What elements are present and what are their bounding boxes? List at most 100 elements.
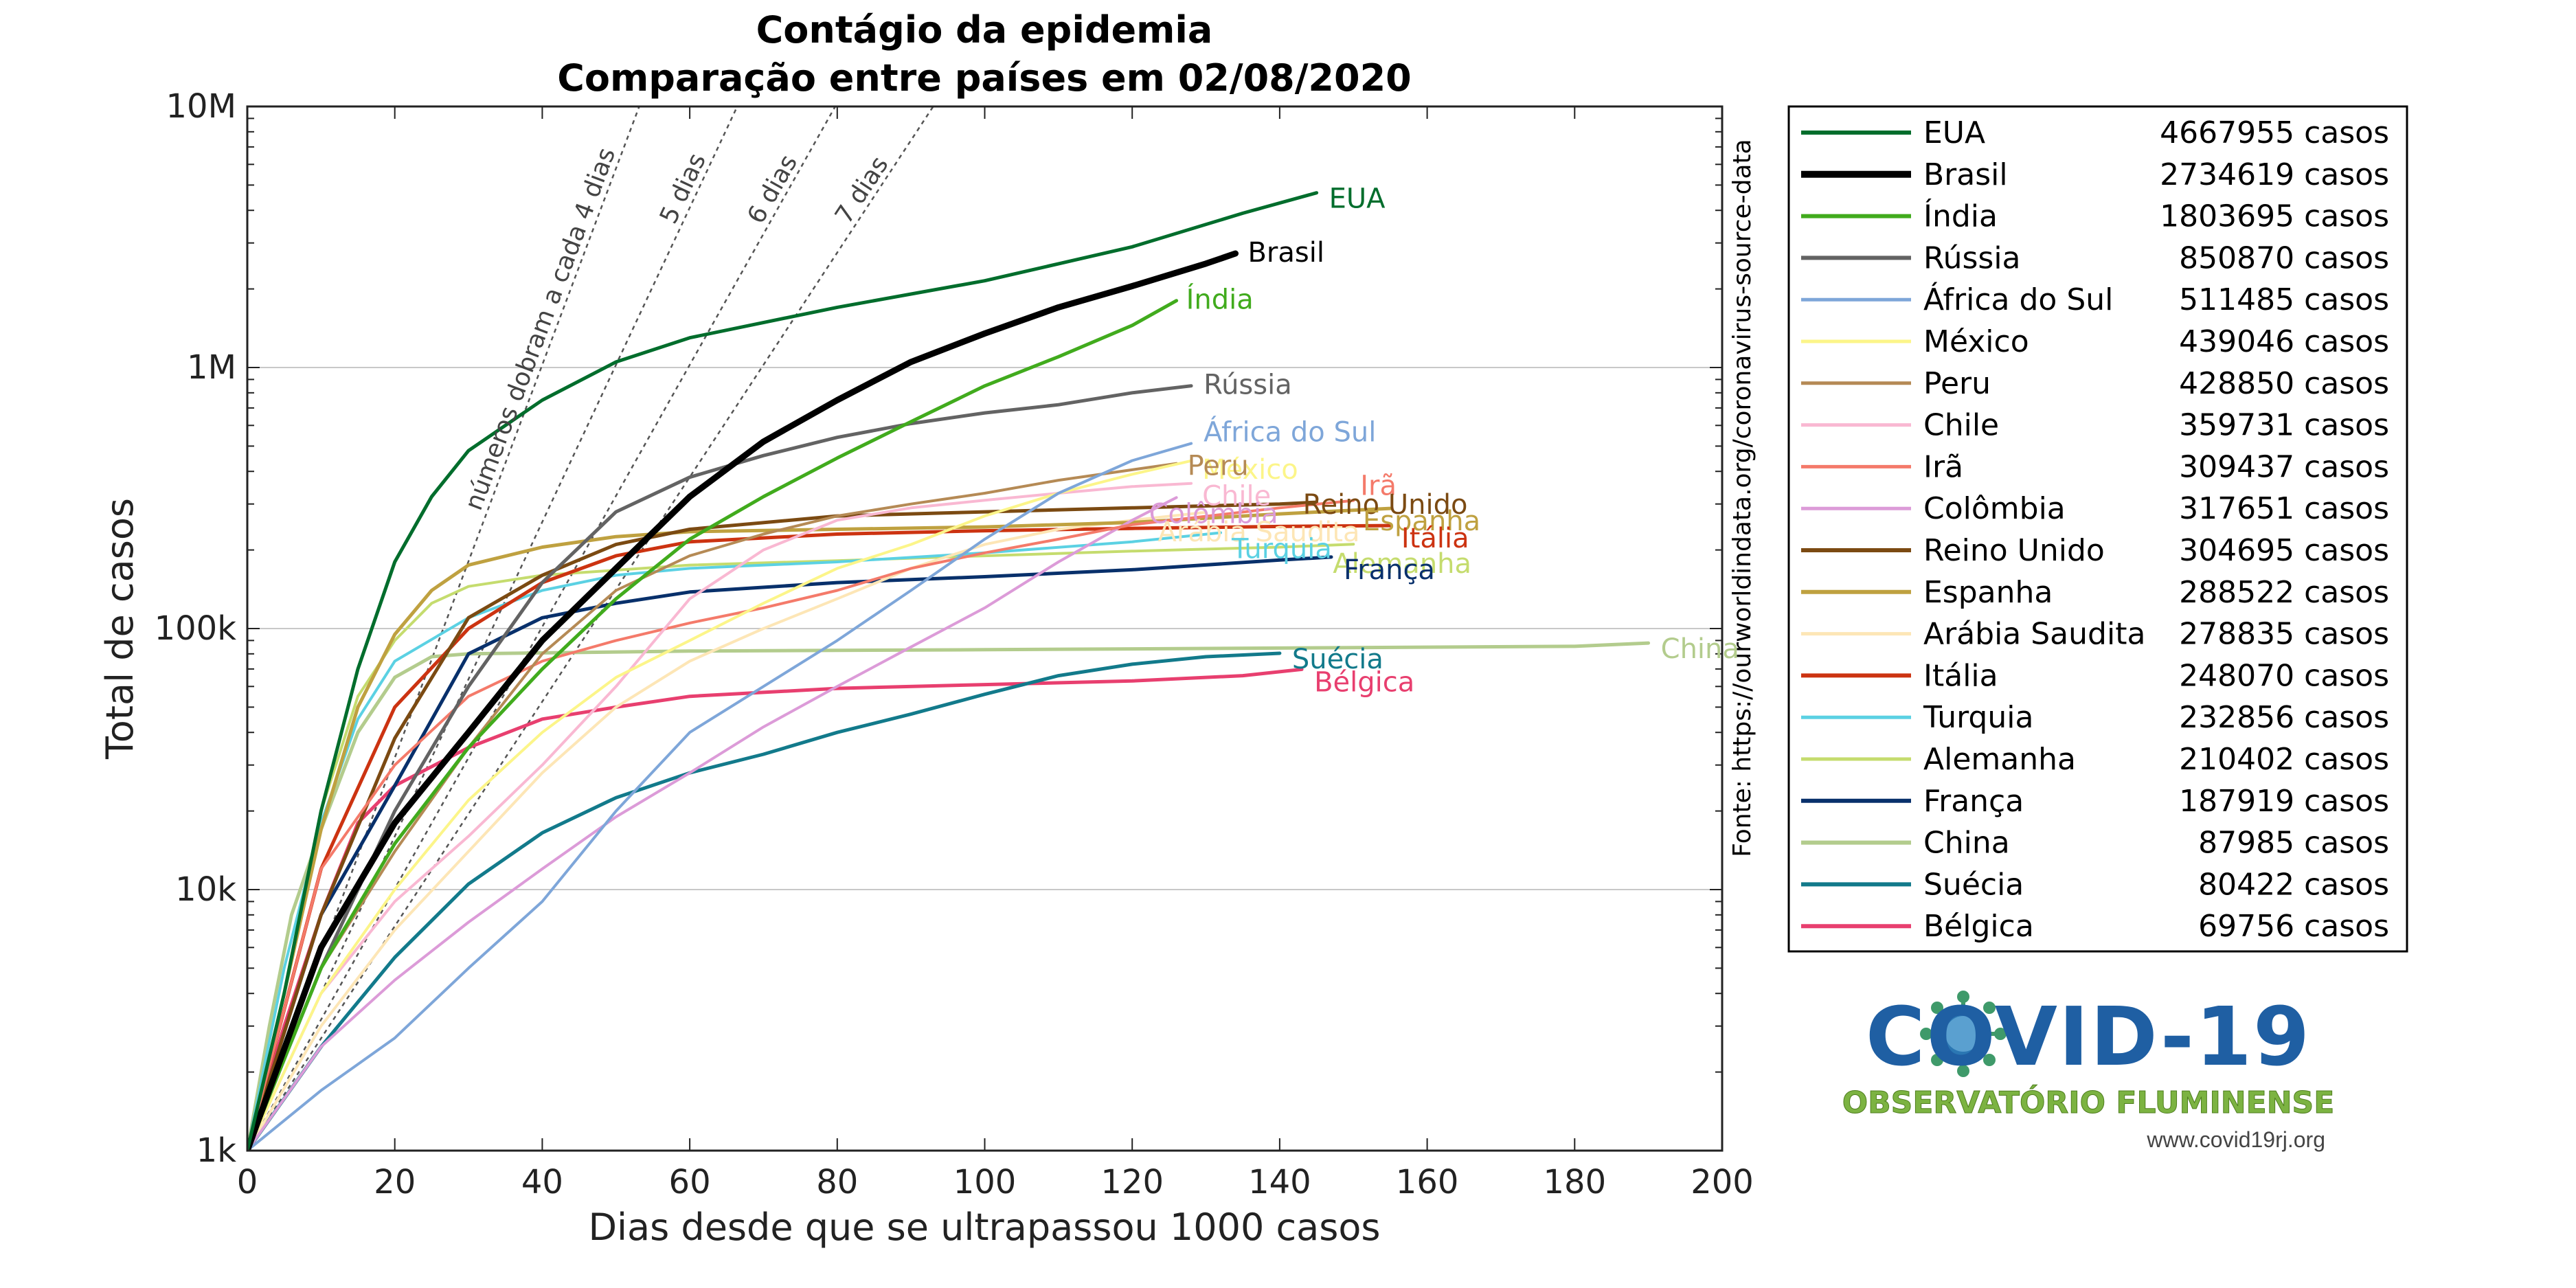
legend-value: 232856 casos (2179, 700, 2389, 735)
series-end-label-ar-bia-saudita: Arábia Saudita (1158, 517, 1360, 548)
legend-label: Peru (1923, 366, 1991, 401)
legend-label: Colômbia (1923, 491, 2066, 526)
legend-value: 428850 casos (2179, 366, 2389, 401)
legend-value: 278835 casos (2179, 617, 2389, 652)
x-tick-label: 60 (669, 1163, 711, 1201)
series-end-label-ir-: Irã (1360, 471, 1397, 502)
legend-label: África do Sul (1923, 281, 2113, 317)
series-line-fran-a (247, 555, 1333, 1151)
y-tick-label: 10M (166, 87, 237, 126)
legend-box (1787, 105, 2408, 953)
legend-value: 187919 casos (2179, 784, 2389, 819)
logo-title: COVID-19 (1866, 989, 2311, 1084)
series-end-label-m-xico: México (1202, 454, 1298, 486)
legend-value: 317651 casos (2179, 491, 2389, 526)
series-line-brasil (247, 250, 1239, 1151)
guide-line-label: números dobram a cada 4 dias (460, 144, 621, 515)
x-tick-label: 80 (816, 1163, 858, 1201)
legend-value: 359731 casos (2179, 408, 2389, 443)
series-end-label-su-cia: Suécia (1292, 644, 1383, 675)
legend-label: França (1923, 784, 2024, 819)
doubling-guide-lines (247, 106, 934, 1151)
legend-value: 4667955 casos (2160, 115, 2389, 150)
legend-value: 248070 casos (2179, 658, 2389, 693)
legend-label: Rússia (1923, 240, 2021, 275)
legend-value: 511485 casos (2179, 282, 2389, 317)
legend-label: Espanha (1923, 575, 2053, 610)
guide-line-label: 7 dias (830, 151, 894, 229)
series-end-label-eua: EUA (1329, 183, 1386, 215)
x-tick-label: 20 (374, 1163, 416, 1201)
series-line-ir- (247, 499, 1355, 1151)
legend-label: Chile (1923, 408, 1999, 443)
x-tick-label: 0 (237, 1163, 258, 1201)
series-line-su-cia (247, 651, 1282, 1151)
series-line-chile (247, 482, 1193, 1151)
x-tick-label: 140 (1248, 1163, 1311, 1201)
series-line-peru (247, 462, 1178, 1151)
series-line--frica-do-sul (247, 442, 1193, 1151)
chart-subtitle: Comparação entre países em 02/08/2020 (557, 56, 1411, 100)
guide-line (247, 106, 738, 1151)
series-line-r-ssia (247, 384, 1193, 1151)
legend-label: China (1923, 826, 2010, 861)
legend-value: 1803695 casos (2160, 199, 2389, 234)
series-line-it-lia (247, 523, 1392, 1151)
series-line-turquia (247, 531, 1222, 1151)
chart-title: Contágio da epidemia (756, 8, 1213, 52)
legend: EUA 4667955 casos Brasil 2734619 casos Índia… (1787, 105, 2408, 953)
guide-line (247, 106, 836, 1151)
series-end-label-peru: Peru (1188, 451, 1249, 482)
guide-line-label: 5 dias (655, 149, 712, 228)
series-end-label--ndia: Índia (1186, 283, 1254, 316)
series-end-label-alemanha: Alemanha (1333, 548, 1471, 580)
series-end-label-fran-a: França (1344, 554, 1435, 586)
series-line-eua (247, 191, 1319, 1151)
legend-label: Turquia (1923, 700, 2033, 735)
y-tick-label: 100k (155, 609, 237, 648)
series-lines (247, 191, 1651, 1151)
legend-value: 69756 casos (2198, 909, 2389, 944)
guide-line-label: 6 dias (742, 150, 803, 228)
x-axis-label: Dias desde que se ultrapassou 1000 casos (588, 1206, 1380, 1249)
x-tick-label: 100 (953, 1163, 1017, 1201)
y-tick-label: 1k (196, 1131, 237, 1170)
series-line-alemanha (247, 543, 1355, 1151)
source-note: Fonte: https://ourworldindata.org/corona… (1728, 139, 1756, 857)
series-end-label-espanha: Espanha (1363, 506, 1480, 537)
legend-value: 439046 casos (2179, 324, 2389, 359)
legend-label: Itália (1923, 658, 1998, 693)
series-end-label-it-lia: Itália (1401, 523, 1469, 554)
series-line-b-lgica (247, 667, 1304, 1151)
x-tick-label: 40 (521, 1163, 563, 1201)
legend-value: 850870 casos (2179, 240, 2389, 275)
x-tick-label: 120 (1100, 1163, 1164, 1201)
x-tick-label: 200 (1691, 1163, 1754, 1201)
legend-value: 2734619 casos (2160, 157, 2389, 192)
covid19-logo: COVID-19 OBSERVATÓRIO FLUMINENSE www.cov… (1842, 989, 2335, 1152)
x-tick-label: 160 (1396, 1163, 1459, 1201)
legend-label: EUA (1923, 115, 1985, 150)
guide-line (247, 106, 934, 1151)
legend-value: 80422 casos (2198, 867, 2389, 902)
legend-value: 210402 casos (2179, 742, 2389, 777)
legend-value: 87985 casos (2198, 826, 2389, 861)
x-tick-label: 180 (1543, 1163, 1606, 1201)
series-line-espanha (247, 506, 1392, 1151)
legend-value: 304695 casos (2179, 533, 2389, 568)
series-line--ndia (247, 299, 1179, 1151)
series-end-label-col-mbia: Colômbia (1149, 498, 1278, 530)
y-tick-label: 10k (175, 870, 236, 909)
series-end-label-brasil: Brasil (1247, 237, 1324, 269)
legend-label: Brasil (1923, 157, 2008, 192)
series-line-col-mbia (247, 496, 1178, 1151)
series-end-label-turquia: Turquia (1231, 534, 1332, 565)
series-end-label-chile: Chile (1202, 481, 1271, 512)
y-axis-label: Total de casos (98, 498, 142, 760)
series-line-m-xico (247, 459, 1193, 1151)
series-end-label--frica-do-sul: África do Sul (1204, 416, 1376, 449)
axes: 1k 10k 100k 1M 10M 0 20 40 60 80 100 120 140 160 180 20… (155, 87, 1754, 1201)
virus-icon (1920, 991, 2007, 1077)
